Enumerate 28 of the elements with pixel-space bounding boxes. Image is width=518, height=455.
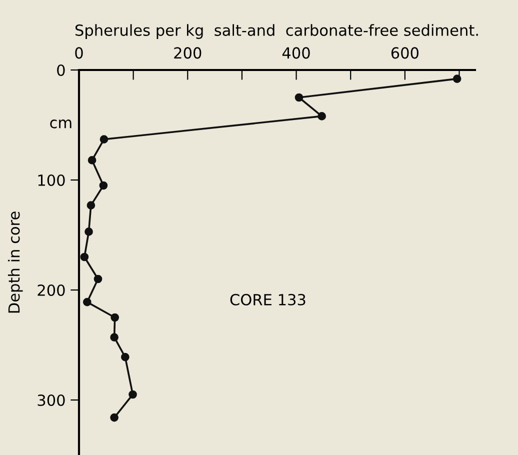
point bbox=[294, 93, 304, 102]
x-axis-title: Spherules per kg salt-and carbonate-free sediment. bbox=[75, 24, 478, 39]
point bbox=[128, 390, 137, 399]
x-tick-label: 400 bbox=[282, 47, 310, 59]
y-tick-label: 0 bbox=[57, 64, 65, 76]
point bbox=[82, 298, 92, 306]
point bbox=[318, 112, 326, 120]
text: cm bbox=[50, 120, 72, 128]
point bbox=[110, 333, 118, 342]
point bbox=[84, 228, 93, 236]
point bbox=[94, 274, 102, 284]
point bbox=[121, 352, 130, 362]
annotation: CORE 133 bbox=[230, 294, 306, 306]
point bbox=[110, 413, 118, 422]
point bbox=[86, 201, 96, 210]
point bbox=[100, 135, 108, 144]
y-tick-label: 100 bbox=[38, 174, 65, 186]
point bbox=[452, 74, 462, 83]
x-tick-label: 0 bbox=[75, 47, 83, 59]
point bbox=[110, 313, 120, 322]
point bbox=[80, 252, 89, 262]
point bbox=[99, 181, 108, 190]
y-tick-label: 300 bbox=[38, 394, 65, 406]
x-tick-label: 600 bbox=[391, 47, 418, 59]
y-axis-title: Depth in core bbox=[8, 212, 23, 313]
point bbox=[88, 156, 96, 164]
y-tick-label: 200 bbox=[38, 284, 65, 296]
x-tick-label: 200 bbox=[174, 47, 202, 59]
